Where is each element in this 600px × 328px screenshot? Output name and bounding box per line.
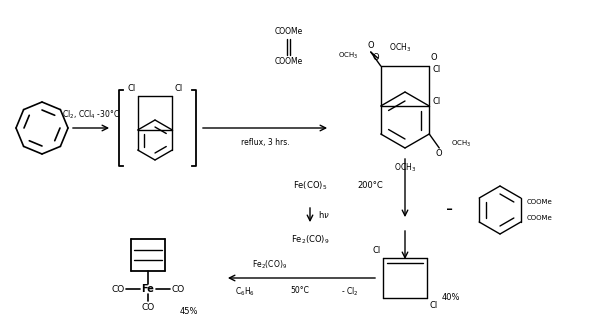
Text: reflux, 3 hrs.: reflux, 3 hrs.	[241, 138, 289, 147]
Text: Fe$_2$(CO)$_9$: Fe$_2$(CO)$_9$	[253, 258, 287, 271]
Text: Cl: Cl	[373, 246, 381, 255]
Text: 200°C: 200°C	[357, 180, 383, 190]
Text: $\mathregular{OCH_3}$: $\mathregular{OCH_3}$	[451, 139, 472, 149]
Text: -: -	[446, 200, 454, 219]
Text: COOMe: COOMe	[527, 215, 553, 221]
Text: $\mathregular{OCH_3}$: $\mathregular{OCH_3}$	[389, 42, 411, 54]
Text: 40%: 40%	[442, 294, 461, 302]
Text: Cl: Cl	[432, 97, 440, 107]
Text: - Cl$_2$: - Cl$_2$	[341, 286, 359, 298]
Text: Cl: Cl	[432, 66, 440, 74]
Text: O: O	[373, 53, 379, 63]
Text: Cl: Cl	[127, 84, 136, 93]
Text: Cl$_2$, CCl$_4$ -30°C: Cl$_2$, CCl$_4$ -30°C	[62, 109, 120, 121]
Text: O: O	[431, 53, 437, 63]
Text: $\mathregular{OCH_3}$: $\mathregular{OCH_3}$	[338, 51, 359, 61]
Text: 50°C: 50°C	[290, 286, 310, 295]
Text: O: O	[367, 42, 374, 51]
Text: CO: CO	[142, 302, 155, 312]
Text: COOMe: COOMe	[275, 56, 303, 66]
Text: COOMe: COOMe	[527, 199, 553, 205]
Text: Fe: Fe	[142, 284, 154, 294]
Text: CO: CO	[112, 284, 125, 294]
Text: COOMe: COOMe	[275, 28, 303, 36]
Text: h$\nu$: h$\nu$	[318, 210, 330, 220]
Text: Cl: Cl	[175, 84, 182, 93]
Text: Cl: Cl	[429, 301, 437, 310]
Text: CO: CO	[172, 284, 185, 294]
Text: $\mathregular{OCH_3}$: $\mathregular{OCH_3}$	[394, 162, 416, 174]
Text: 45%: 45%	[180, 306, 199, 316]
Text: Fe$_2$(CO)$_9$: Fe$_2$(CO)$_9$	[291, 234, 329, 247]
Text: O: O	[436, 150, 443, 158]
Text: C$_6$H$_6$: C$_6$H$_6$	[235, 286, 255, 298]
Text: Fe(CO)$_5$: Fe(CO)$_5$	[293, 179, 327, 192]
